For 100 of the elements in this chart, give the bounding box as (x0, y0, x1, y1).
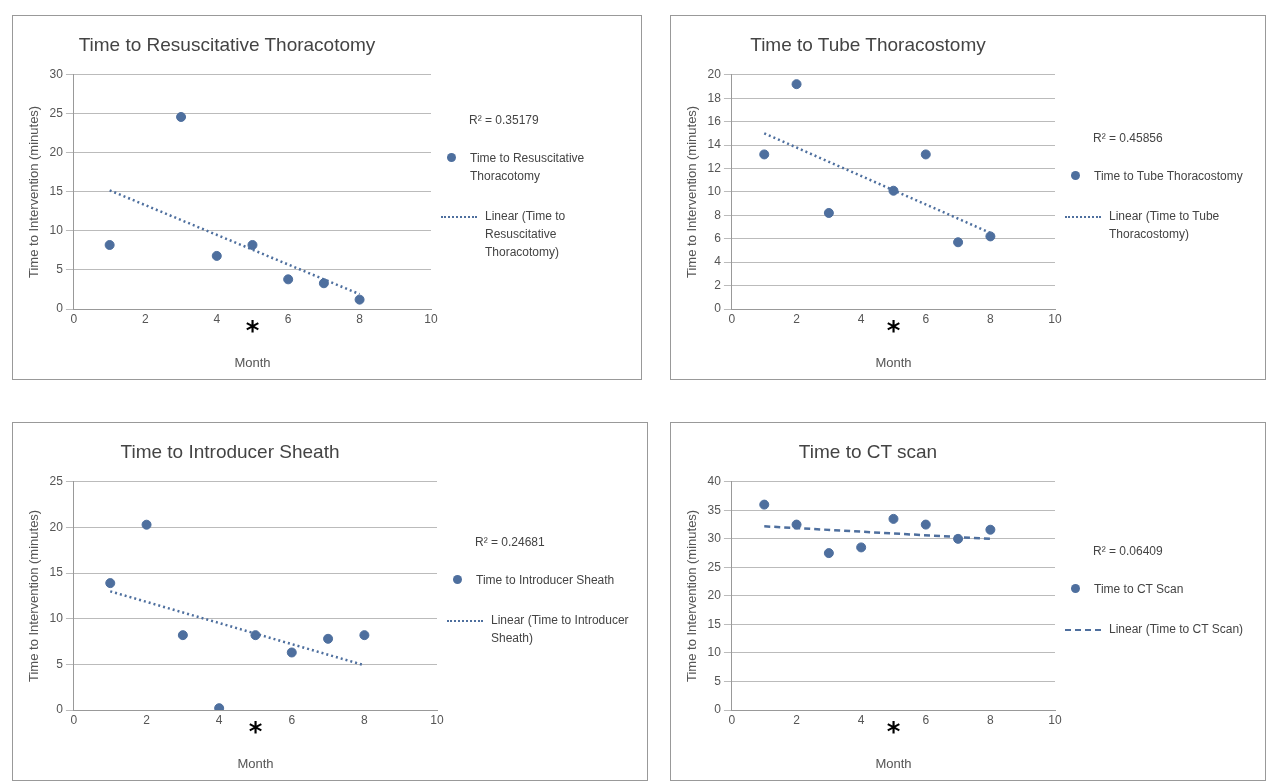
point (823, 207, 834, 218)
legend-label: Time to Resuscitative Thoracotomy (470, 149, 586, 185)
y-tick-label: 5 (56, 262, 64, 277)
point (286, 647, 297, 658)
point (283, 274, 294, 285)
y-tick-label: 20 (49, 519, 64, 534)
x-tick-label: 2 (143, 712, 151, 727)
point (359, 630, 370, 641)
point (791, 79, 802, 90)
y-tick-label: 16 (707, 113, 722, 128)
y-axis-title: Time to Intervention (minutes) (684, 105, 700, 278)
y-tick-label: 12 (707, 160, 722, 175)
x-tick-label: 10 (430, 712, 444, 727)
x-tick-label: 4 (857, 311, 865, 326)
x-tick-label: 2 (142, 311, 150, 326)
text: R² = 0.24681 (475, 534, 546, 549)
legend-label: Linear (Time to Introducer Sheath) (491, 611, 630, 647)
legend-label: Time to CT Scan (1094, 580, 1184, 598)
text: R² = 0.06409 (1093, 543, 1164, 558)
y-tick-label: 0 (56, 702, 64, 717)
y-tick-label: 10 (707, 645, 722, 660)
point (985, 524, 996, 535)
y-tick-label: 40 (707, 474, 722, 489)
point (211, 250, 222, 261)
x-axis-title: Month (875, 755, 912, 771)
x-tick-label: 10 (424, 311, 438, 326)
point (888, 185, 899, 196)
y-tick-label: 30 (707, 531, 722, 546)
point (953, 533, 964, 544)
y-tick-label: 30 (49, 67, 64, 82)
point (104, 239, 115, 250)
x-tick-label: 10 (1048, 311, 1062, 326)
point (759, 499, 770, 510)
text: * (886, 315, 901, 346)
point (791, 519, 802, 530)
x-tick-label: 0 (70, 311, 78, 326)
y-tick-label: 0 (714, 702, 722, 717)
y-tick-label: 25 (707, 559, 722, 574)
y-tick-label: 25 (49, 474, 64, 489)
x-tick-label: 6 (922, 712, 930, 727)
y-tick-label: 0 (56, 301, 64, 316)
y-tick-label: 14 (707, 137, 722, 152)
point (953, 237, 964, 248)
y-tick-label: 5 (56, 656, 64, 671)
text: R² = 0.45856 (1093, 130, 1164, 145)
y-tick-label: 6 (714, 231, 722, 246)
point (141, 519, 152, 530)
chart-title: Time to CT scan (798, 440, 938, 462)
y-tick-label: 35 (707, 502, 722, 517)
y-tick-label: 10 (707, 184, 722, 199)
x-tick-label: 6 (922, 311, 930, 326)
text: * (245, 315, 260, 346)
point (176, 111, 187, 122)
x-tick-label: 6 (284, 311, 292, 326)
x-tick-label: 8 (987, 311, 995, 326)
point (823, 548, 834, 559)
x-axis-title: Month (234, 354, 271, 370)
point (985, 231, 996, 242)
x-axis-title: Month (875, 354, 912, 370)
y-tick-label: 20 (49, 145, 64, 160)
point (856, 542, 867, 553)
text: * (886, 716, 901, 747)
chart-title: Time to Tube Thoracostomy (750, 33, 987, 55)
legend-label: Linear (Time to Tube Thoracostomy) (1109, 207, 1221, 243)
text: R² = 0.35179 (469, 112, 540, 127)
point (323, 633, 334, 644)
x-tick-label: 10 (1048, 712, 1062, 727)
x-tick-label: 4 (215, 712, 223, 727)
y-tick-label: 15 (49, 184, 64, 199)
y-tick-label: 10 (49, 611, 64, 626)
legend-label: Linear (Time to Resuscitative Thoracotomy) (485, 207, 567, 261)
x-tick-label: 2 (793, 311, 801, 326)
x-tick-label: 4 (857, 712, 865, 727)
point (177, 630, 188, 641)
x-tick-label: 0 (728, 712, 736, 727)
point (247, 239, 258, 250)
chart-title: Time to Introducer Sheath (120, 440, 340, 462)
y-axis-title: Time to Intervention (minutes) (684, 509, 700, 682)
x-axis-title: Month (237, 755, 274, 771)
x-tick-label: 0 (728, 311, 736, 326)
y-tick-label: 20 (707, 67, 722, 82)
x-tick-label: 0 (70, 712, 78, 727)
point (920, 519, 931, 530)
legend-label: Linear (Time to CT Scan) (1109, 620, 1244, 638)
y-tick-label: 20 (707, 588, 722, 603)
y-tick-label: 15 (49, 565, 64, 580)
x-tick-label: 2 (793, 712, 801, 727)
y-tick-label: 4 (714, 254, 722, 269)
legend-label: Time to Introducer Sheath (476, 571, 615, 589)
x-tick-label: 8 (356, 311, 364, 326)
y-tick-label: 0 (714, 301, 722, 316)
y-tick-label: 18 (707, 90, 722, 105)
x-tick-label: 4 (213, 311, 221, 326)
y-axis-title: Time to Intervention (minutes) (26, 509, 42, 682)
x-tick-label: 6 (288, 712, 296, 727)
point (318, 278, 329, 289)
y-tick-label: 2 (714, 277, 722, 292)
x-tick-label: 8 (987, 712, 995, 727)
y-tick-label: 5 (714, 673, 722, 688)
legend-label: Time to Tube Thoracostomy (1094, 167, 1243, 185)
